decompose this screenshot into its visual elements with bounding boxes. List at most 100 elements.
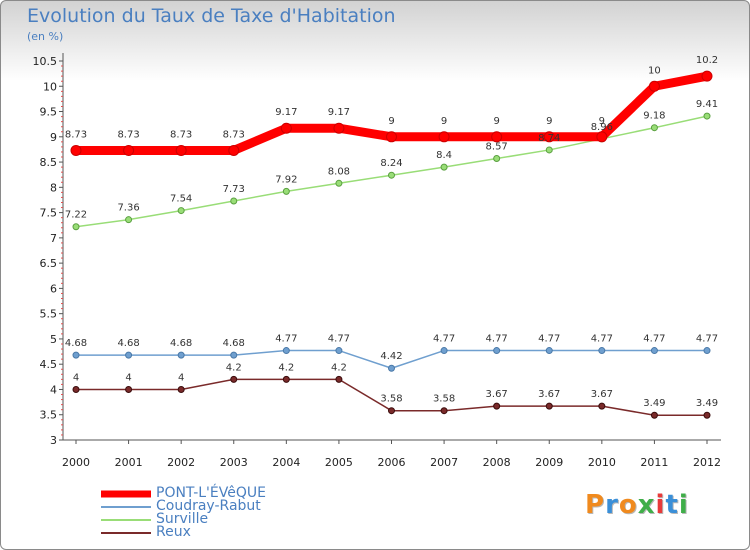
data-point-pont-leveque — [333, 122, 345, 134]
data-point-coudray-rabut — [125, 351, 133, 359]
data-label-coudray-rabut: 4.77 — [275, 334, 297, 345]
data-point-surville — [388, 171, 395, 179]
data-label-coudray-rabut: 4.77 — [433, 334, 455, 345]
data-point-coudray-rabut — [703, 347, 711, 355]
data-point-surville — [230, 197, 238, 205]
y-tick-label: 10.5 — [33, 55, 58, 68]
data-label-reux: 3.67 — [591, 389, 613, 400]
y-tick-label: 5 — [50, 333, 57, 346]
data-point-pont-leveque — [701, 70, 713, 82]
data-label-surville: 8.96 — [591, 122, 613, 133]
data-point-coudray-rabut — [72, 351, 80, 359]
data-label-surville: 7.54 — [170, 194, 192, 205]
data-point-pont-leveque — [438, 131, 450, 143]
data-point-pont-leveque — [386, 131, 397, 143]
chart-subtitle: (en %) — [27, 30, 64, 43]
x-tick-label: 2010 — [588, 456, 616, 469]
x-tick-label: 2001 — [115, 456, 143, 469]
legend-item-coudray-rabut[interactable]: Coudray-Rabut — [101, 498, 361, 514]
data-label-pont-leveque: 9 — [546, 116, 552, 127]
data-point-surville — [335, 179, 343, 187]
data-point-surville — [125, 216, 133, 224]
legend-item-pont-leveque[interactable]: PONT-L'ÉVêQUE — [101, 485, 361, 501]
data-label-coudray-rabut: 4.68 — [223, 338, 245, 349]
data-label-coudray-rabut: 4.68 — [170, 338, 192, 349]
data-label-coudray-rabut: 4.77 — [591, 334, 613, 345]
data-point-surville — [545, 146, 553, 154]
data-label-pont-leveque: 9 — [599, 116, 605, 127]
data-label-pont-leveque: 9 — [388, 116, 394, 127]
data-point-reux — [703, 411, 711, 419]
data-point-pont-leveque — [70, 144, 82, 156]
x-tick-label: 2005 — [325, 456, 353, 469]
data-label-reux: 4 — [73, 372, 79, 383]
y-tick-label: 8 — [50, 181, 57, 194]
data-point-surville — [177, 207, 185, 215]
data-point-surville — [650, 124, 658, 132]
data-point-coudray-rabut — [545, 347, 553, 355]
data-point-coudray-rabut — [177, 351, 185, 359]
x-tick-label: 2008 — [483, 456, 511, 469]
y-tick-label: 4 — [50, 383, 57, 396]
data-label-coudray-rabut: 4.77 — [696, 334, 718, 345]
x-tick-label: 2011 — [640, 456, 668, 469]
x-tick-label: 2006 — [378, 456, 406, 469]
y-tick-label: 8.5 — [40, 156, 58, 169]
data-label-coudray-rabut: 4.77 — [643, 334, 665, 345]
x-tick-label: 2009 — [535, 456, 563, 469]
data-point-coudray-rabut — [282, 347, 290, 355]
legend-label-pont-leveque: PONT-L'ÉVêQUE — [156, 485, 266, 501]
x-tick-label: 2012 — [693, 456, 721, 469]
data-point-coudray-rabut — [493, 347, 501, 355]
y-tick-label: 9.5 — [40, 106, 58, 119]
x-tick-label: 2000 — [62, 456, 90, 469]
data-label-reux: 3.49 — [696, 398, 718, 409]
x-tick-label: 2003 — [220, 456, 248, 469]
data-label-coudray-rabut: 4.77 — [538, 334, 560, 345]
data-point-surville — [72, 223, 80, 231]
data-point-reux — [440, 407, 448, 415]
data-label-pont-leveque: 8.73 — [223, 129, 245, 140]
data-label-reux: 4 — [178, 372, 184, 383]
data-label-pont-leveque: 9 — [441, 116, 447, 127]
data-label-coudray-rabut: 4.77 — [328, 334, 350, 345]
series-layer — [70, 70, 713, 419]
data-point-pont-leveque — [175, 144, 187, 156]
data-label-pont-leveque: 10 — [648, 65, 661, 76]
data-point-coudray-rabut — [388, 364, 395, 372]
data-point-coudray-rabut — [230, 351, 238, 359]
legend-swatch-surville — [101, 518, 151, 521]
data-label-reux: 3.67 — [538, 389, 560, 400]
legend: PONT-L'ÉVêQUE Coudray-Rabut Surville Reu… — [101, 485, 361, 540]
chart-title: Evolution du Taux de Taxe d'Habitation — [27, 5, 396, 27]
proxiti-logo: Proxiti — [585, 490, 689, 520]
data-label-surville: 7.73 — [223, 184, 245, 195]
data-label-surville: 7.22 — [65, 210, 87, 221]
data-label-pont-leveque: 9 — [493, 116, 499, 127]
x-tick-label: 2007 — [430, 456, 458, 469]
data-point-coudray-rabut — [650, 347, 658, 355]
data-label-pont-leveque: 9.17 — [328, 107, 350, 118]
data-label-surville: 8.4 — [436, 150, 452, 161]
data-point-reux — [335, 375, 343, 383]
data-label-reux: 3.58 — [380, 394, 402, 405]
data-point-reux — [388, 407, 395, 415]
data-point-surville — [282, 187, 290, 195]
data-point-reux — [282, 375, 290, 383]
y-tick-label: 7.5 — [40, 207, 58, 220]
data-label-surville: 7.92 — [275, 174, 297, 185]
data-label-reux: 4.2 — [226, 362, 242, 373]
data-label-coudray-rabut: 4.77 — [486, 334, 508, 345]
y-tick-label: 9 — [50, 131, 57, 144]
data-label-reux: 4.2 — [278, 362, 294, 373]
data-label-surville: 9.18 — [643, 111, 665, 122]
legend-item-reux[interactable]: Reux — [101, 524, 361, 540]
y-tick-label: 3 — [50, 434, 57, 447]
data-point-reux — [72, 385, 80, 393]
data-label-surville: 8.57 — [486, 142, 508, 153]
legend-item-surville[interactable]: Surville — [101, 511, 361, 527]
data-label-reux: 3.58 — [433, 394, 455, 405]
y-tick-label: 7 — [50, 232, 57, 245]
legend-swatch-reux — [101, 531, 151, 534]
